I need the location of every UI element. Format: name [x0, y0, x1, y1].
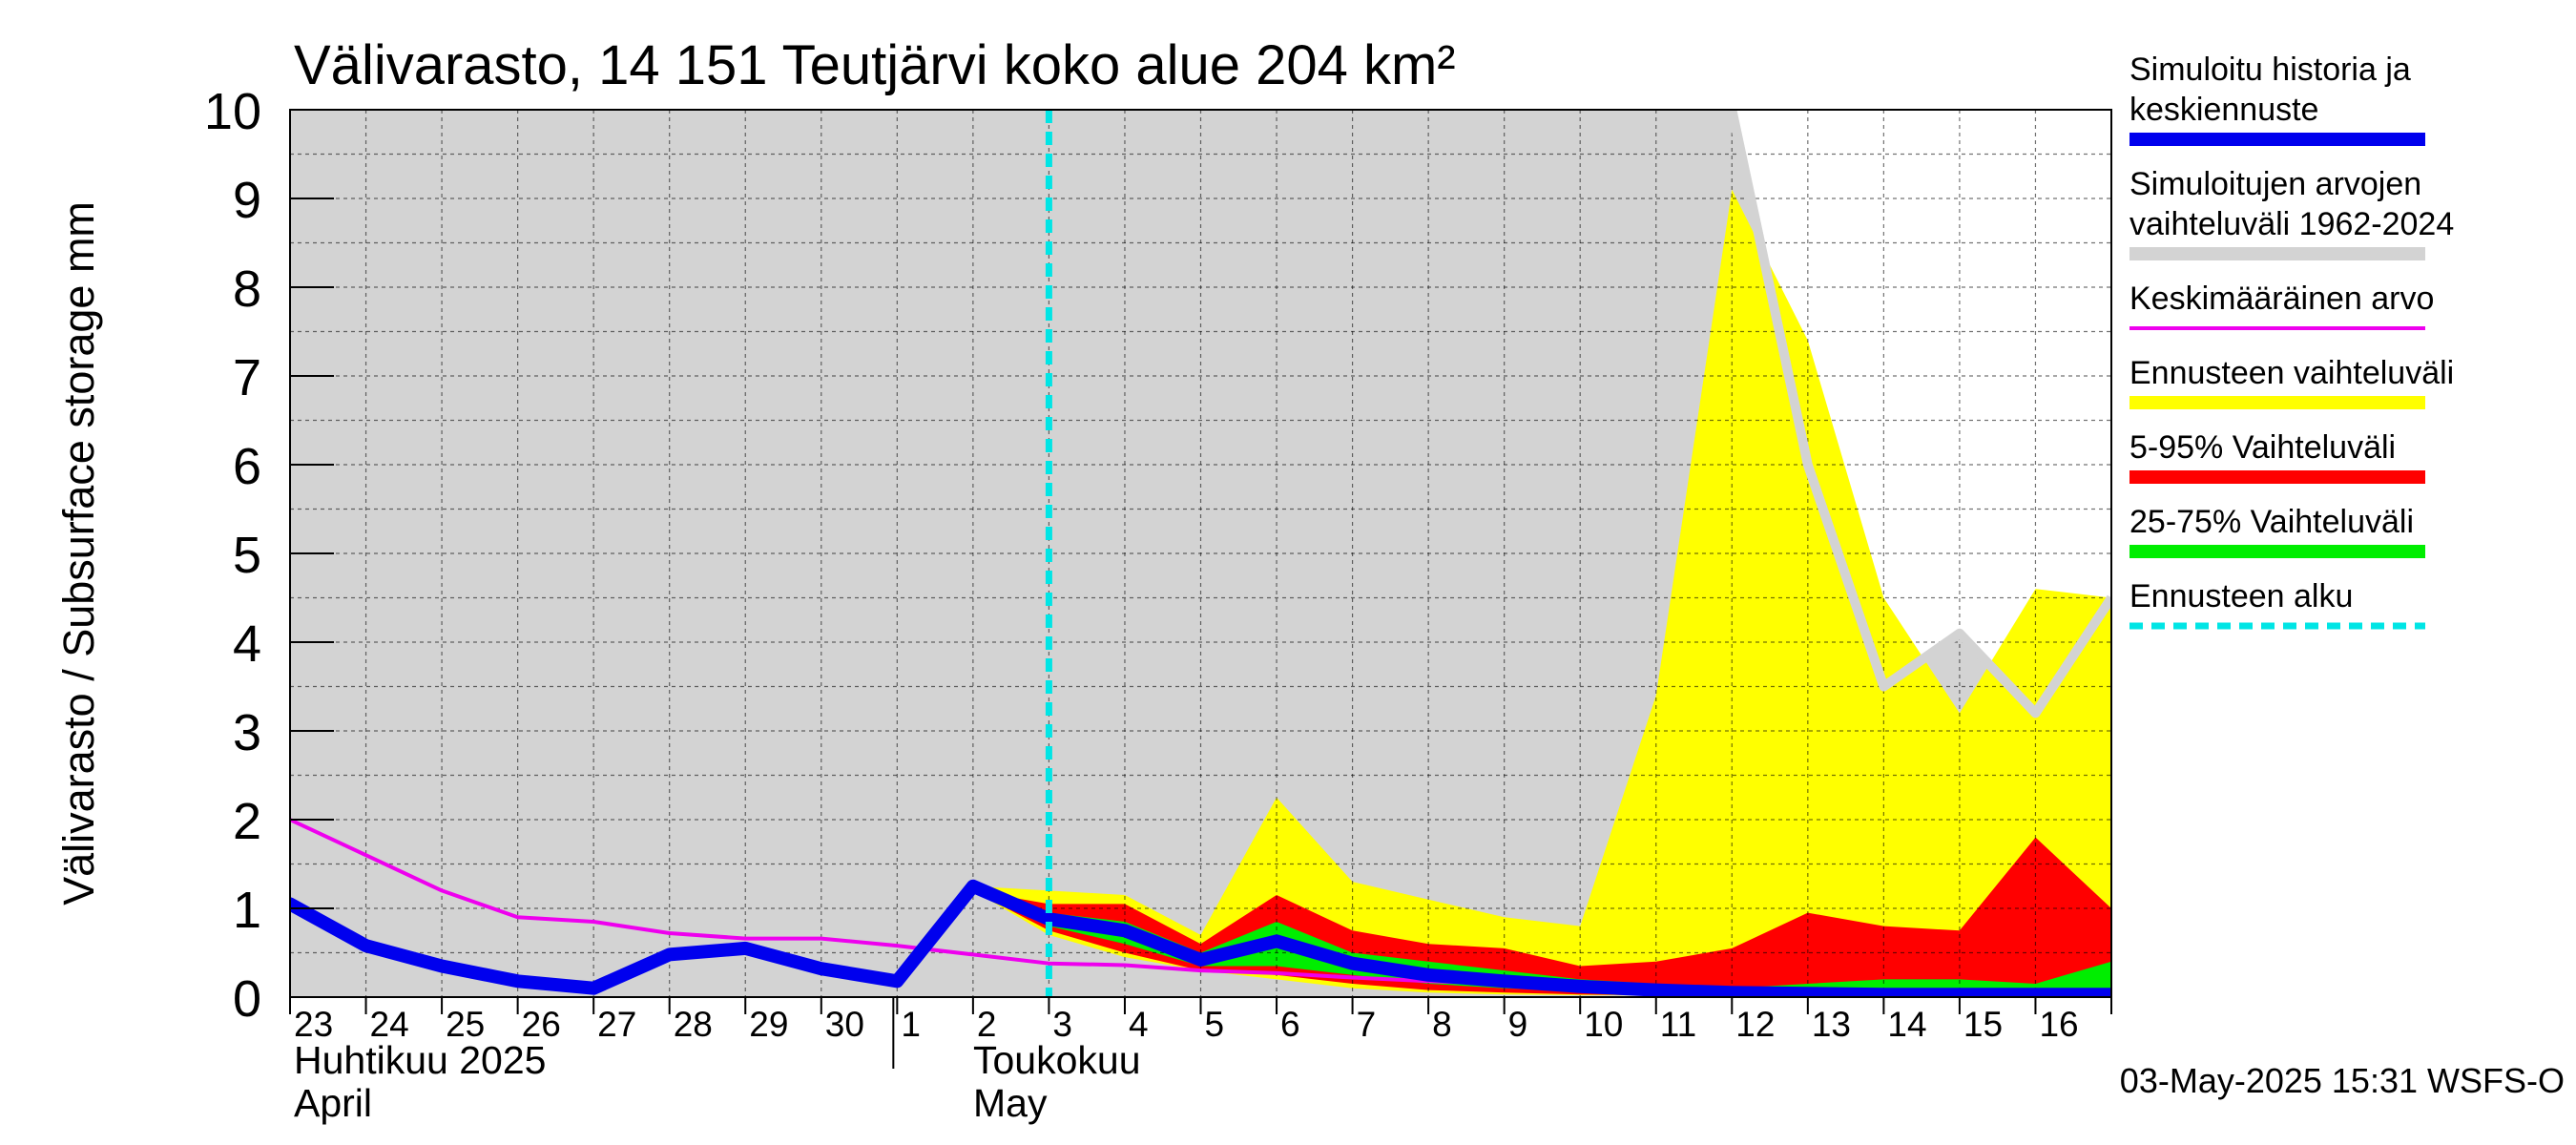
x-tick-label: 11	[1660, 1005, 1696, 1044]
x-tick-label: 7	[1357, 1005, 1377, 1044]
y-tick-label: 0	[233, 970, 261, 1028]
x-tick-label: 9	[1508, 1005, 1528, 1044]
legend-label: Keskimääräinen arvo	[2129, 281, 2434, 317]
y-axis-label: Välivarasto / Subsurface storage mm	[54, 201, 103, 906]
x-tick-label: 16	[2039, 1005, 2078, 1044]
y-tick-label: 3	[233, 704, 261, 761]
legend-item: Ennusteen vaihteluväli	[2129, 355, 2454, 409]
y-tick-label: 2	[233, 793, 261, 850]
y-tick-label: 7	[233, 349, 261, 406]
x-tick-label: 23	[294, 1005, 333, 1044]
legend-item: Keskimääräinen arvo	[2129, 281, 2434, 330]
x-tick-label: 15	[1963, 1005, 2003, 1044]
x-tick-label: 6	[1280, 1005, 1300, 1044]
y-tick-label: 6	[233, 438, 261, 495]
x-tick-label: 4	[1129, 1005, 1149, 1044]
x-tick-label: 10	[1584, 1005, 1623, 1044]
x-tick-label: 26	[522, 1005, 561, 1044]
y-tick-label: 9	[233, 172, 261, 229]
y-tick-label: 5	[233, 527, 261, 584]
line-layer	[290, 110, 2111, 997]
x-tick-label: 27	[597, 1005, 636, 1044]
y-tick-label: 10	[204, 83, 261, 140]
x-tick-label: 14	[1887, 1005, 1926, 1044]
legend-label: 5-95% Vaihteluväli	[2129, 429, 2396, 466]
legend: Simuloitu historia jakeskiennusteSimuloi…	[2129, 52, 2454, 630]
legend-item: Simuloitujen arvojen vaihteluväli 1962-20…	[2129, 166, 2454, 260]
forecast-range-area	[972, 189, 2111, 996]
x-tick-label: 25	[446, 1005, 485, 1044]
legend-item: 5-95% Vaihteluväli	[2129, 429, 2425, 484]
month-label-may-fi: Toukokuu	[973, 1038, 1141, 1082]
x-tick-label: 1	[901, 1005, 921, 1044]
x-axis-ticks: 23 24 25 26 27 28 29 30 1 2 3 4 5 6 7 8 9 10 11 12 13 14 15 16	[289, 997, 2112, 1069]
y-tick-label: 1	[233, 882, 261, 939]
x-tick-label: 2	[977, 1005, 997, 1044]
y-tick-label: 4	[233, 615, 261, 673]
legend-label: Ennusteen alku	[2129, 578, 2353, 614]
x-tick-label: 24	[370, 1005, 409, 1044]
historical-range-upper-line	[1727, 110, 2111, 718]
simulated-line	[290, 879, 2111, 997]
legend-item: Simuloitu historia ja keskiennuste	[2129, 52, 2425, 146]
p25-75-range-area	[972, 890, 2111, 995]
x-tick-label: 29	[749, 1005, 788, 1044]
chart-title: Välivarasto, 14 151 Teutjärvi koko alue …	[294, 34, 1456, 96]
x-tick-label: 30	[825, 1005, 864, 1044]
x-tick-label: 8	[1432, 1005, 1452, 1044]
y-tick-label: 8	[233, 260, 261, 318]
month-label-april-en: April	[294, 1081, 372, 1125]
footer-timestamp: 03-May-2025 15:31 WSFS-O	[2120, 1061, 2565, 1100]
legend-label: Simuloitujen arvojen	[2129, 166, 2421, 202]
x-tick-label: 28	[674, 1005, 713, 1044]
legend-label: 25-75% Vaihteluväli	[2129, 504, 2414, 540]
x-tick-label: 5	[1205, 1005, 1225, 1044]
legend-label: Ennusteen vaihteluväli	[2129, 355, 2454, 391]
month-label-may-en: May	[973, 1081, 1048, 1125]
legend-item: 25-75% Vaihteluväli	[2129, 504, 2425, 558]
legend-label: keskiennuste	[2129, 92, 2318, 128]
legend-label: Simuloitu historia ja	[2129, 52, 2411, 88]
legend-label: vaihteluväli 1962-2024	[2129, 206, 2454, 242]
legend-item: Ennusteen alku	[2129, 578, 2425, 630]
x-tick-label: 12	[1735, 1005, 1775, 1044]
month-label-april-fi: Huhtikuu 2025	[294, 1038, 546, 1082]
x-tick-label: 3	[1052, 1005, 1072, 1044]
x-tick-label: 13	[1812, 1005, 1851, 1044]
y-axis-ticks: 0 1 2 3 4 5 6 7 8 9 10	[204, 83, 334, 1028]
